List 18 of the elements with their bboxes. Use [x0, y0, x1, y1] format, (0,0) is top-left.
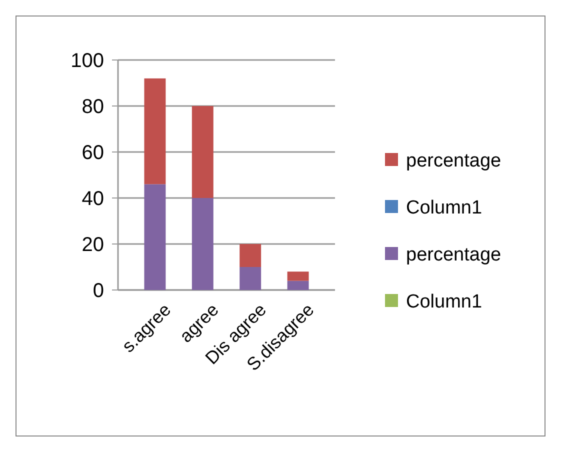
y-tick-label: 40	[82, 188, 104, 210]
bar	[240, 244, 262, 267]
y-tick-label: 100	[70, 50, 104, 72]
bar	[144, 78, 166, 184]
bar	[240, 267, 262, 290]
y-tick-label: 80	[82, 96, 104, 118]
y-tick-label: 20	[82, 234, 104, 256]
y-tick-label: 0	[92, 280, 104, 302]
bar	[287, 272, 309, 281]
bar	[192, 198, 214, 290]
bar	[287, 280, 309, 290]
bar	[144, 184, 166, 290]
legend-label: Column1	[406, 292, 482, 313]
legend-label: percentage	[406, 244, 502, 266]
bar	[192, 106, 214, 198]
legend-label: percentage	[406, 150, 502, 172]
y-tick-label: 60	[82, 142, 104, 164]
legend-label: Column1	[406, 198, 482, 219]
